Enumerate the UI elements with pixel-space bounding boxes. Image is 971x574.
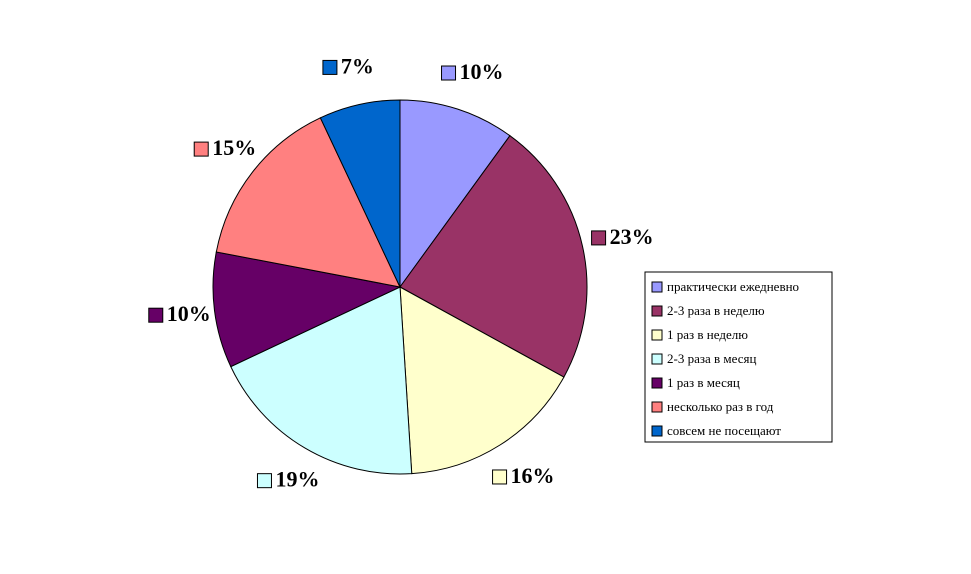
slice <box>215 117 401 288</box>
legend-key <box>651 377 663 389</box>
legend-key <box>651 281 663 293</box>
label-key <box>256 473 272 489</box>
legend-label: 1 раз в месяц <box>667 375 740 390</box>
label-key <box>441 65 457 81</box>
legend-label: 2-3 раза в месяц <box>667 351 756 366</box>
label-key <box>492 469 508 485</box>
legend-key <box>651 425 663 437</box>
value-label: 19% <box>275 467 319 492</box>
slice <box>399 99 511 289</box>
slice <box>399 286 565 475</box>
slice <box>212 251 402 368</box>
legend-label: совсем не посещают <box>667 423 781 438</box>
label-key <box>322 59 338 75</box>
value-label: 10% <box>167 301 211 326</box>
label-key <box>193 141 209 157</box>
value-label: 15% <box>212 135 256 160</box>
label-key <box>148 307 164 323</box>
value-label: 10% <box>460 59 504 84</box>
legend-key <box>651 401 663 413</box>
label-key <box>591 230 607 246</box>
value-label: 7% <box>341 53 374 78</box>
legend-box <box>644 271 833 443</box>
legend-key <box>651 329 663 341</box>
slice <box>399 135 588 378</box>
slice <box>319 99 401 288</box>
value-label: 16% <box>511 463 555 488</box>
value-label: 23% <box>610 224 654 249</box>
legend-key <box>651 353 663 365</box>
slice <box>230 286 413 475</box>
legend-label: 1 раз в неделю <box>667 327 748 342</box>
legend-label: 2-3 раза в неделю <box>667 303 765 318</box>
legend-label: практически ежедневно <box>667 279 799 294</box>
legend-label: несколько раз в год <box>667 399 774 414</box>
legend-key <box>651 305 663 317</box>
